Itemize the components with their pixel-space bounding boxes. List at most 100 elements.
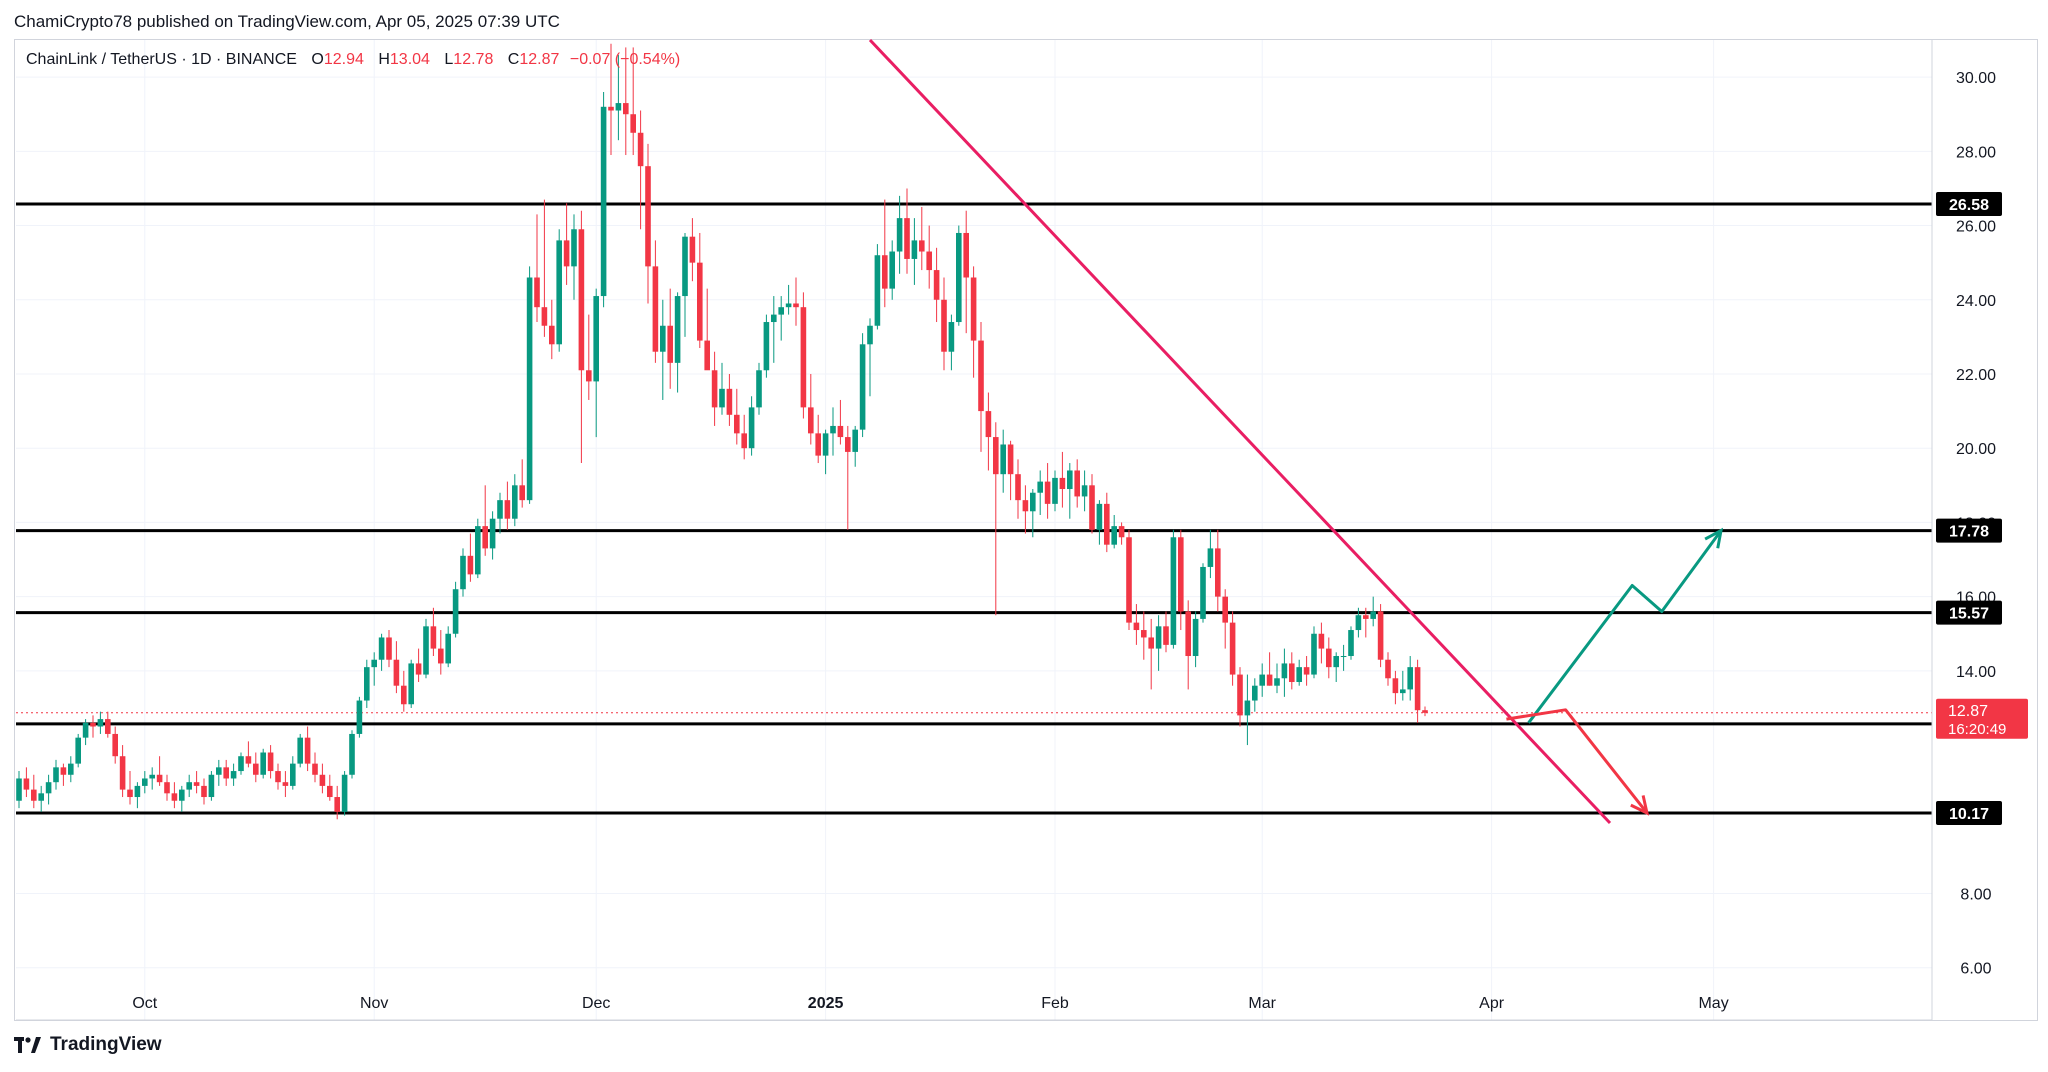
level-label: 15.57 [1949,606,1989,623]
candle [630,47,636,156]
candle [1355,607,1362,638]
candle [578,210,585,464]
candle-body [223,767,229,779]
candle [90,715,96,738]
candle [1385,652,1391,686]
candle-body [1215,548,1221,597]
candle-body [1296,667,1302,682]
candle-body [105,719,111,734]
candle [1266,652,1273,686]
tradingview-brand[interactable]: TradingView [14,1034,162,1056]
candle-body [1340,656,1347,658]
candle-body [1192,618,1199,657]
candle-body [415,663,422,675]
candle [1126,529,1132,631]
candle-body [1185,611,1191,657]
candle-body [171,793,178,801]
candle [1363,607,1369,638]
candle-body [771,314,777,323]
candle-body [60,767,67,775]
candle-body [674,296,681,363]
candle [275,763,281,790]
candle-body [1030,492,1036,512]
candle [445,626,451,668]
candle-body [68,763,74,775]
candle [689,218,696,282]
candle [179,785,185,812]
candle-body [1370,611,1376,619]
candle-body [719,388,725,408]
candle-body [371,659,377,668]
candle-body [245,756,252,764]
candle-body [1222,596,1228,623]
candle [697,232,703,349]
candle-body [578,229,585,371]
candle-body [586,370,592,382]
candle [563,203,570,285]
level-label: 26.58 [1949,197,1989,214]
drawings [868,38,1724,825]
candle-body [1022,500,1029,512]
candle [208,771,215,801]
candle-body [756,370,762,408]
candle [1244,674,1251,746]
candle [778,296,784,341]
candle [1081,470,1088,512]
candle [193,771,200,794]
candle [1059,451,1066,508]
candle-body [119,756,126,790]
candle [1311,626,1317,679]
candle [1303,656,1310,686]
candle [112,726,118,764]
candle-body [408,663,414,705]
candle [438,630,444,675]
candle-body [859,344,866,430]
candle-body [1207,548,1214,567]
candle [1259,663,1265,697]
candle-body [238,756,244,772]
candle-body [1111,526,1117,545]
candle [741,414,747,460]
candle-body [734,414,740,434]
candle [371,652,377,686]
candle-body [1259,674,1265,686]
candle-body [541,307,548,326]
y-tick-label: 24.00 [1956,293,1996,310]
candle-body [512,485,518,519]
candle-body [82,722,89,738]
candle [1392,670,1399,705]
candle-body [615,103,622,111]
candle [911,218,918,285]
candle [134,782,141,809]
y-tick-label: 20.00 [1956,441,1996,458]
candle-body [1252,685,1258,701]
candle [704,288,710,371]
publisher-line: ChamiCrypto78 published on TradingView.c… [14,12,560,31]
candle [852,425,858,467]
candle-body [1163,626,1169,645]
candle [1007,440,1014,501]
candle-body [830,425,836,434]
candle-body [941,299,947,352]
candle [1407,656,1413,701]
candle-body [378,637,385,660]
candle-body [423,626,429,675]
candle-body [1037,481,1043,493]
candle-body [1422,710,1428,713]
candle-body [867,325,873,345]
x-tick-label: Feb [1041,995,1069,1012]
candle-body [534,277,540,308]
candle [948,314,955,371]
candle [127,771,133,805]
candle [245,741,252,768]
candle [460,548,466,597]
y-tick-label: 22.00 [1956,367,1996,384]
candle [1155,615,1162,671]
candle [993,422,999,616]
candle-body [1200,566,1206,619]
candle-body [667,325,673,363]
candle-body [1289,663,1295,682]
candle-body [1385,659,1391,679]
candle [904,188,910,274]
